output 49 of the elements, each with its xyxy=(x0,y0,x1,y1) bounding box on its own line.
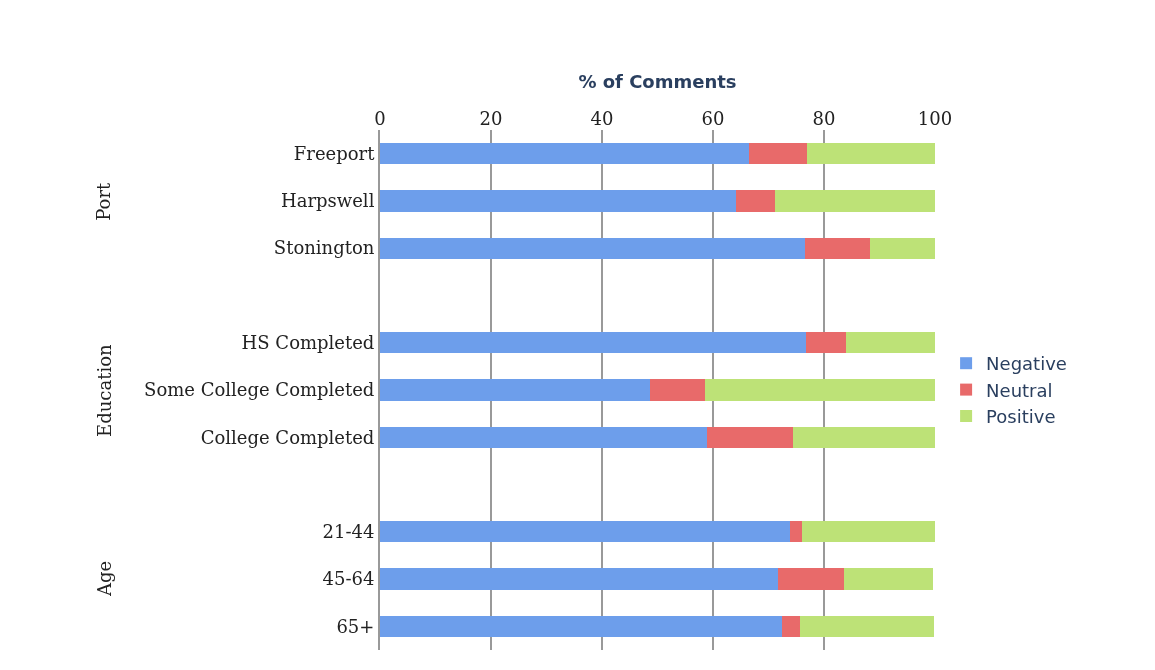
bar xyxy=(777,568,844,590)
y-tick-label: Harpswell xyxy=(281,190,375,212)
bar xyxy=(380,143,750,165)
x-tick-label: 40 xyxy=(590,108,614,130)
bar xyxy=(807,143,935,165)
y-tick-label: 21-44 xyxy=(322,521,375,543)
text: Education xyxy=(93,344,115,437)
bar xyxy=(775,190,935,212)
x-tick-label: 60 xyxy=(701,108,725,130)
legend-label: Negative xyxy=(986,353,1067,375)
bar xyxy=(782,615,800,637)
y-tick-label: Some College Completed xyxy=(144,379,375,401)
bar xyxy=(799,615,935,637)
bar xyxy=(380,190,737,212)
y-tick-label: Freeport xyxy=(293,142,376,164)
bar xyxy=(869,237,935,259)
bar xyxy=(380,426,707,448)
bar xyxy=(706,426,794,448)
x-tick-label: 80 xyxy=(812,108,836,130)
x-tick-label: 20 xyxy=(479,108,503,130)
bar xyxy=(380,615,783,637)
bar xyxy=(380,332,807,354)
text: Age xyxy=(93,560,115,597)
bar xyxy=(806,332,846,354)
y-tick-label: 45-64 xyxy=(322,568,375,590)
bar xyxy=(380,568,778,590)
bar xyxy=(749,143,808,165)
y-tick-label: HS Completed xyxy=(241,332,375,354)
x-tick-label: 0 xyxy=(374,108,386,130)
bar xyxy=(380,237,805,259)
bar xyxy=(845,332,935,354)
bar xyxy=(380,379,650,401)
text: Port xyxy=(92,181,114,221)
bar xyxy=(843,568,933,590)
bar xyxy=(804,237,870,259)
bar xyxy=(790,521,802,543)
y-tick-label: 65+ xyxy=(336,615,375,637)
bar xyxy=(801,521,935,543)
bar xyxy=(793,426,935,448)
bar xyxy=(649,379,706,401)
x-axis-title: % of Comments xyxy=(578,70,737,92)
legend-label: Neutral xyxy=(986,379,1053,401)
y-tick-label: College Completed xyxy=(200,426,375,448)
legend-label: Positive xyxy=(986,406,1056,428)
x-tick-label: 100 xyxy=(917,108,953,130)
bar xyxy=(380,521,791,543)
bar xyxy=(705,379,935,401)
y-tick-label: Stonington xyxy=(273,237,375,259)
bar xyxy=(736,190,776,212)
